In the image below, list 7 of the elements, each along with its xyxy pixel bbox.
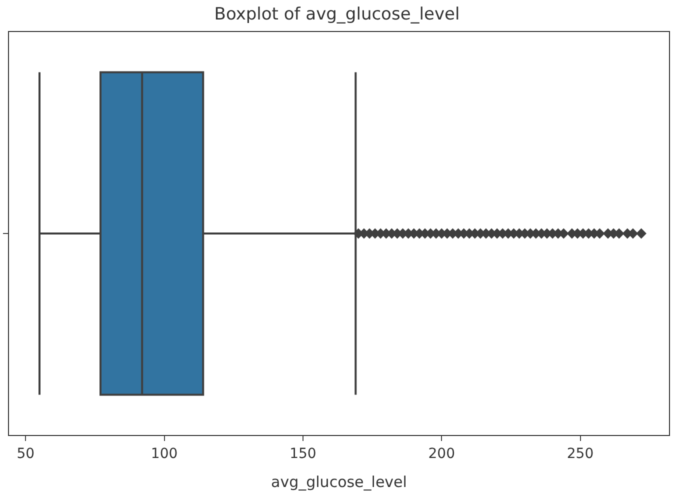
x-tick-label: 50 (16, 446, 35, 462)
x-tick-label: 250 (566, 446, 594, 462)
chart-title: Boxplot of avg_glucose_level (214, 4, 460, 24)
x-tick-label: 100 (150, 446, 178, 462)
x-axis-title: avg_glucose_level (271, 472, 407, 491)
x-tick-label: 200 (428, 446, 455, 462)
x-tick-label: 150 (290, 446, 316, 462)
